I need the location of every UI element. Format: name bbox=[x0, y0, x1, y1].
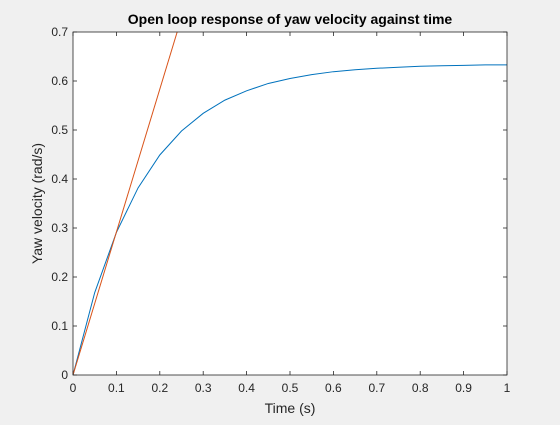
x-tick-label: 0.1 bbox=[108, 381, 125, 395]
x-tick-label: 0.2 bbox=[151, 381, 168, 395]
x-tick-label: 0.5 bbox=[282, 381, 299, 395]
x-tick-label: 0.7 bbox=[368, 381, 385, 395]
y-tick-label: 0.7 bbox=[51, 25, 68, 39]
x-tick-label: 0 bbox=[70, 381, 77, 395]
y-tick-label: 0.5 bbox=[51, 123, 68, 137]
x-tick-label: 0.9 bbox=[455, 381, 472, 395]
y-ticks: 0 0.1 0.2 0.3 0.4 0.5 0.6 0.7 bbox=[51, 25, 507, 382]
y-tick-label: 0.1 bbox=[51, 319, 68, 333]
y-tick-label: 0.2 bbox=[51, 270, 68, 284]
x-tick-label: 0.4 bbox=[238, 381, 255, 395]
y-tick-label: 0.4 bbox=[51, 172, 68, 186]
chart-title: Open loop response of yaw velocity again… bbox=[128, 11, 453, 27]
axes-background bbox=[73, 32, 507, 375]
x-tick-label: 1 bbox=[504, 381, 511, 395]
x-tick-label: 0.6 bbox=[325, 381, 342, 395]
series-line-2 bbox=[73, 32, 178, 375]
y-tick-label: 0 bbox=[61, 368, 68, 382]
y-tick-label: 0.6 bbox=[51, 74, 68, 88]
y-axis-label: Yaw velocity (rad/s) bbox=[29, 143, 45, 264]
series-line-1 bbox=[73, 64, 507, 375]
series-lines bbox=[73, 32, 507, 375]
x-tick-label: 0.8 bbox=[412, 381, 429, 395]
y-tick-label: 0.3 bbox=[51, 221, 68, 235]
x-axis-label: Time (s) bbox=[265, 400, 316, 416]
x-ticks: 0 0.1 0.2 0.3 0.4 0.5 0.6 0.7 0.8 0.9 1 bbox=[70, 32, 511, 395]
x-tick-label: 0.3 bbox=[195, 381, 212, 395]
